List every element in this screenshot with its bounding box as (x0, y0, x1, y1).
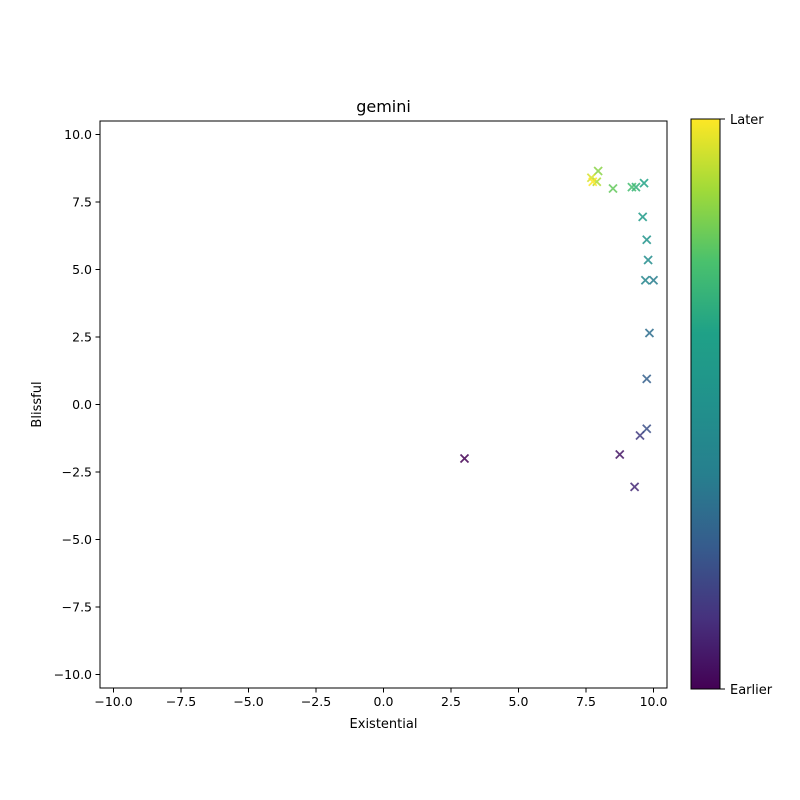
data-point (629, 482, 640, 492)
y-tick-label: −2.5 (62, 465, 92, 480)
data-point (635, 430, 645, 441)
data-point (639, 178, 649, 188)
data-point (608, 183, 618, 194)
x-tick-label: 0.0 (374, 694, 394, 709)
colorbar: Later Earlier (690, 113, 773, 698)
x-axis-ticks: −10.0 −7.5 −5.0 −2.5 0.0 2.5 5.0 7.5 10.0 (94, 688, 667, 709)
y-tick-label: 2.5 (72, 330, 92, 345)
data-point (640, 275, 651, 285)
data-point (592, 177, 602, 187)
x-tick-label: 10.0 (640, 694, 668, 709)
x-tick-label: −7.5 (166, 694, 196, 709)
y-tick-label: −5.0 (62, 532, 92, 547)
y-tick-label: −10.0 (54, 667, 92, 682)
chart-title: gemini (356, 97, 411, 116)
y-tick-label: 0.0 (72, 397, 92, 412)
x-tick-label: −2.5 (301, 694, 331, 709)
data-point (642, 424, 652, 434)
data-point (631, 182, 641, 192)
x-axis-label: Existential (350, 717, 418, 732)
y-axis-label: Blissful (30, 381, 45, 427)
colorbar-gradient (690, 118, 721, 690)
data-point (642, 374, 652, 384)
y-tick-label: 10.0 (64, 127, 92, 142)
data-point (643, 255, 653, 265)
data-point (615, 449, 625, 460)
x-tick-label: 7.5 (576, 694, 596, 709)
plot-area-frame (99, 120, 668, 689)
x-tick-label: 5.0 (509, 694, 529, 709)
y-tick-label: 7.5 (72, 195, 92, 210)
data-point (459, 453, 470, 464)
y-axis-ticks: −10.0 −7.5 −5.0 −2.5 0.0 2.5 5.0 7.5 10.0 (54, 127, 100, 682)
data-point (588, 177, 598, 187)
data-points (459, 166, 659, 492)
colorbar-label-earlier: Earlier (730, 683, 773, 698)
data-point (593, 166, 603, 176)
x-tick-label: 2.5 (441, 694, 461, 709)
colorbar-label-later: Later (730, 113, 764, 128)
data-point (638, 212, 648, 222)
y-tick-label: −7.5 (62, 600, 92, 615)
data-point (627, 182, 637, 192)
x-tick-label: −10.0 (94, 694, 132, 709)
x-tick-label: −5.0 (233, 694, 263, 709)
data-point (648, 275, 659, 285)
data-point (644, 328, 655, 338)
data-point (642, 235, 652, 245)
y-tick-label: 5.0 (72, 262, 92, 277)
